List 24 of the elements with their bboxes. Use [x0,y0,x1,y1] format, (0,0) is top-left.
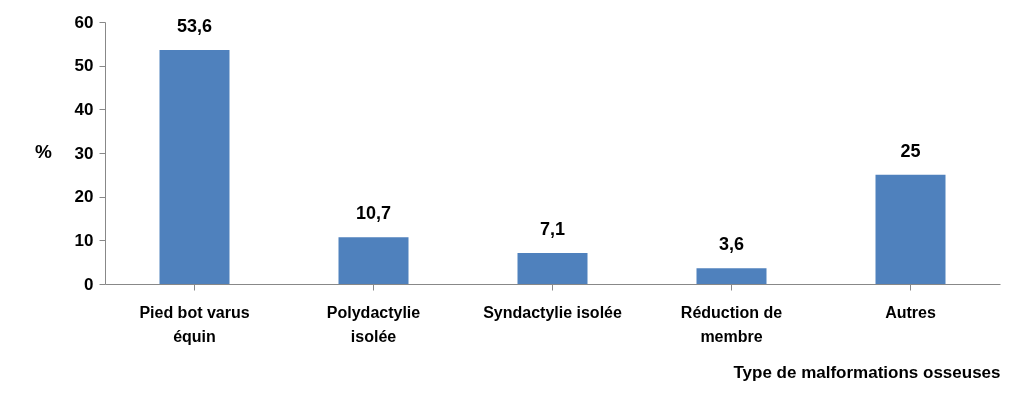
x-axis-title: Type de malformations osseuses [733,362,1001,382]
data-label: 3,6 [718,234,745,255]
y-tick-label: 10 [74,230,94,250]
data-label: 53,6 [176,15,213,36]
x-tick-label: Pied bot varus équin [139,303,250,345]
x-tick-label: Syndactylie isolée [483,303,622,321]
bar [696,268,767,284]
y-tick-label: 0 [84,274,94,294]
y-tick-label: 30 [74,143,94,163]
data-label: 10,7 [355,203,392,224]
x-tick-label: Autres [885,303,936,321]
y-tick-label: 20 [74,187,94,207]
data-label: 7,1 [539,219,566,239]
bar [159,49,230,284]
x-tick-label: Polydactylie isolée [326,303,421,345]
bar [517,253,588,284]
data-label: 25 [900,140,921,161]
y-axis-title: % [35,140,53,162]
bar [875,174,946,284]
y-tick-label: 40 [74,99,94,119]
x-tick-label: Réduction de membre [680,303,783,345]
bar [338,237,409,284]
y-tick-label: 50 [74,56,94,76]
y-tick-label: 60 [74,12,94,32]
